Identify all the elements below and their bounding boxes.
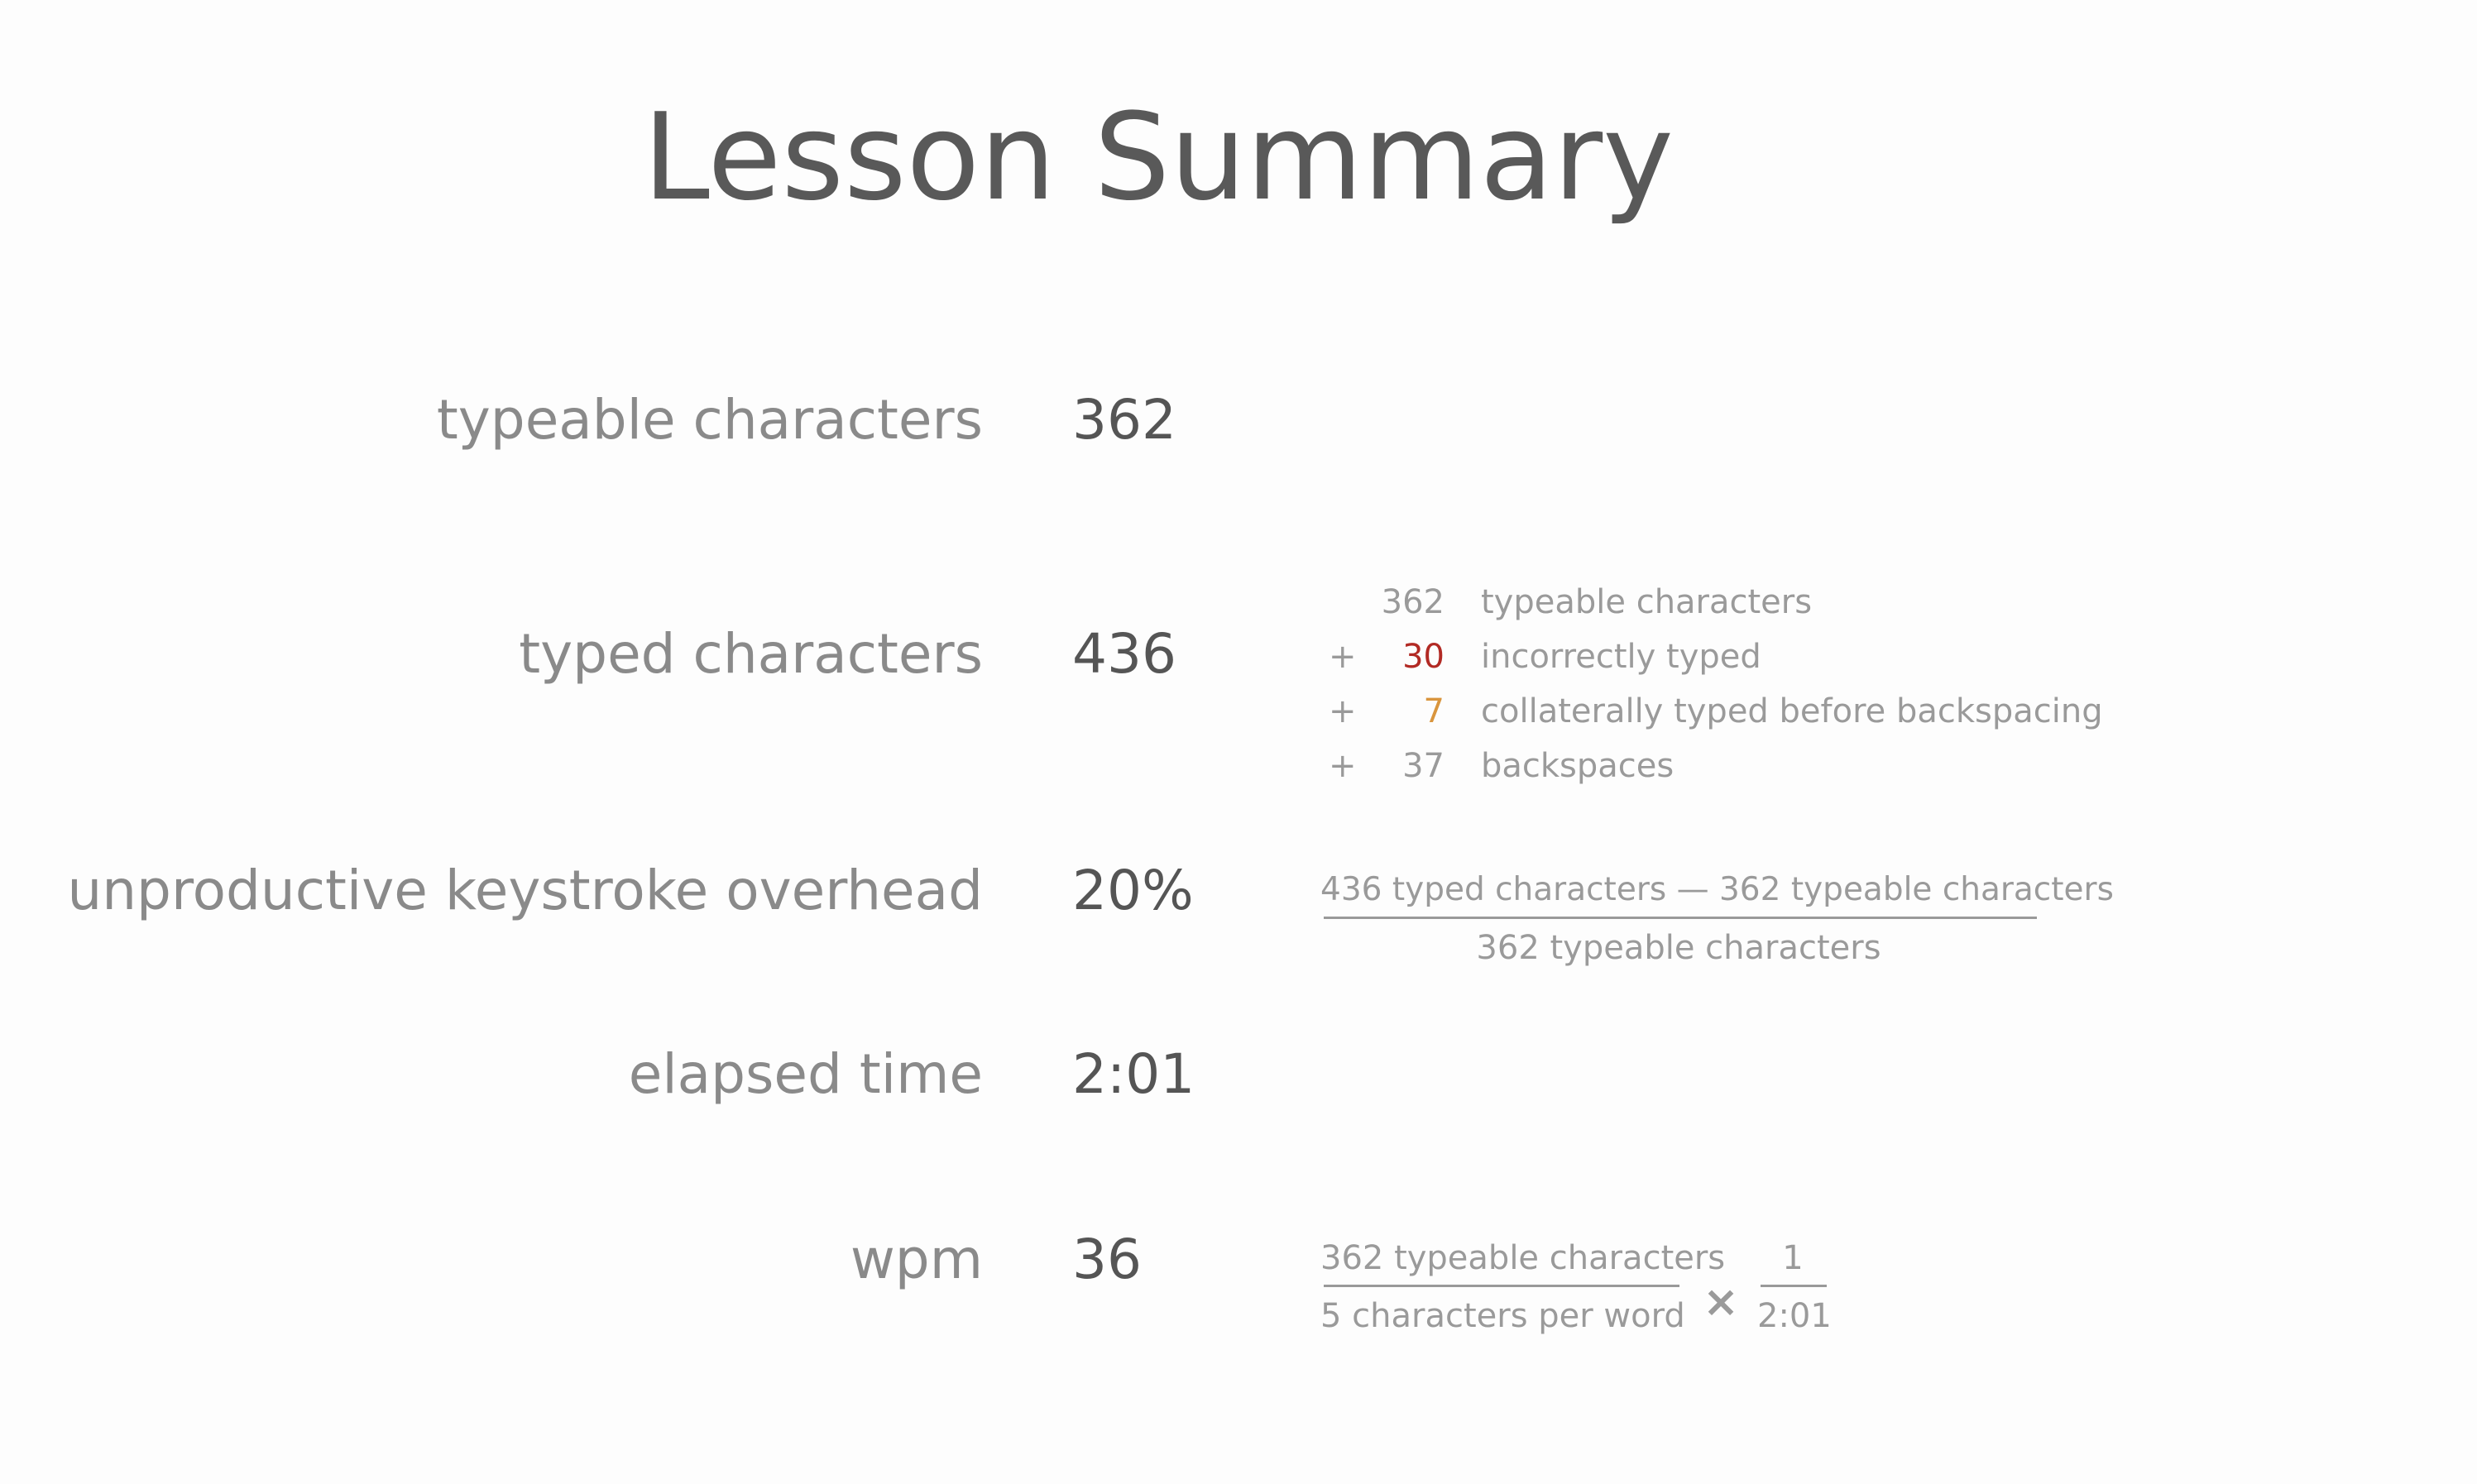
fraction-bar (1761, 1285, 1827, 1287)
breakdown-text: backspaces (1481, 747, 1674, 785)
stat-value-typed-characters: 436 (1072, 622, 1176, 686)
stat-value-typeable-characters: 362 (1072, 388, 1176, 452)
breakdown-operator: + (1329, 747, 1357, 785)
formula-numerator: 436 typed characters — 362 typeable char… (1320, 871, 2114, 908)
breakdown-number: 37 (1402, 747, 1445, 785)
fraction-bar (1324, 917, 2037, 919)
formula-right-denominator: 2:01 (1757, 1297, 1832, 1335)
stat-label-overhead: unproductive keystroke overhead (67, 859, 983, 922)
fraction-bar (1324, 1285, 1679, 1287)
breakdown-number-collateral: 7 (1423, 692, 1445, 730)
breakdown-text: incorrectly typed (1481, 638, 1761, 676)
stat-label-wpm: wpm (850, 1228, 983, 1291)
multiply-sign: × (1703, 1277, 1739, 1327)
stat-label-typed-characters: typed characters (519, 622, 983, 686)
breakdown-number: 362 (1381, 583, 1445, 621)
stat-label-elapsed-time: elapsed time (628, 1042, 983, 1106)
stat-value-elapsed-time: 2:01 (1072, 1042, 1195, 1106)
formula-denominator: 362 typeable characters (1476, 929, 1881, 967)
stat-label-typeable-characters: typeable characters (436, 388, 983, 452)
breakdown-operator: + (1329, 638, 1357, 676)
formula-right-numerator: 1 (1782, 1239, 1804, 1277)
stat-value-wpm: 36 (1072, 1228, 1142, 1291)
stat-value-overhead: 20% (1072, 859, 1194, 922)
breakdown-number-incorrect: 30 (1402, 638, 1445, 676)
formula-left-numerator: 362 typeable characters (1320, 1239, 1726, 1277)
formula-left-denominator: 5 characters per word (1320, 1297, 1685, 1335)
breakdown-text: collaterally typed before backspacing (1481, 692, 2103, 730)
breakdown-operator: + (1329, 692, 1357, 730)
page-title: Lesson Summary (643, 88, 1674, 227)
breakdown-text: typeable characters (1481, 583, 1813, 621)
